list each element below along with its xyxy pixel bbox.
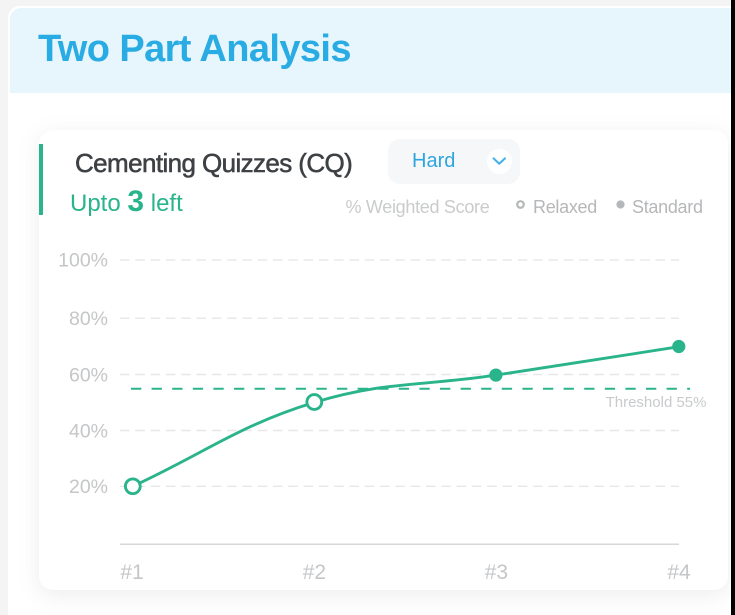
- svg-text:60%: 60%: [69, 364, 108, 386]
- svg-text:80%: 80%: [69, 308, 108, 330]
- svg-text:#2: #2: [303, 561, 326, 584]
- svg-text:#3: #3: [485, 561, 508, 584]
- svg-text:20%: 20%: [69, 476, 108, 498]
- svg-text:#1: #1: [120, 561, 143, 584]
- svg-text:100%: 100%: [58, 250, 108, 272]
- svg-text:40%: 40%: [69, 420, 108, 442]
- svg-text:#4: #4: [667, 561, 691, 584]
- svg-text:Threshold 55%: Threshold 55%: [606, 394, 707, 411]
